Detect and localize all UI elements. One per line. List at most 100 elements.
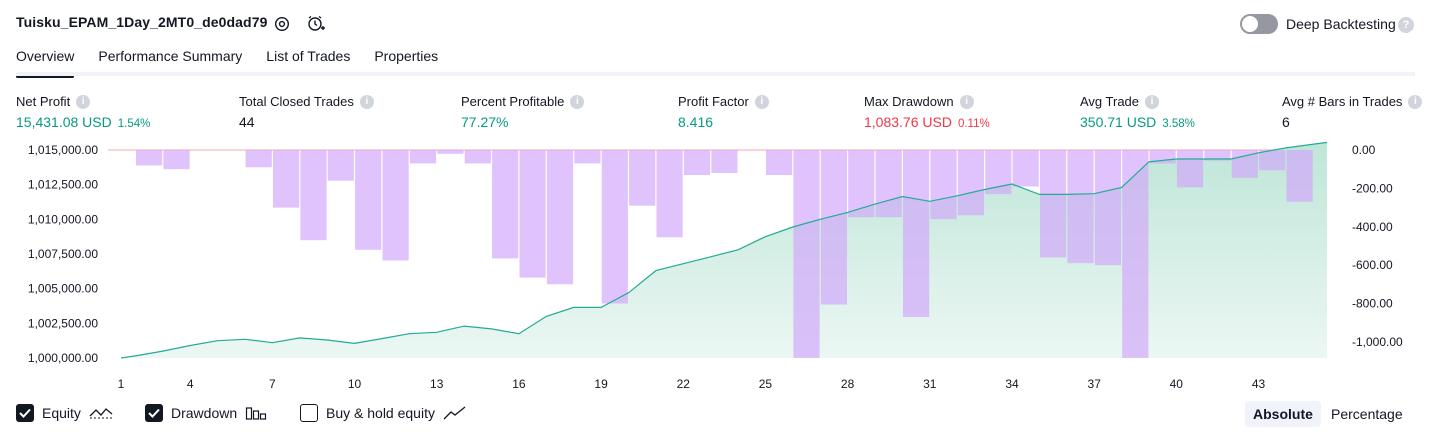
stat-value-text: 350.71 USD xyxy=(1080,114,1157,130)
drawdown-bar xyxy=(300,150,327,241)
info-icon[interactable]: i xyxy=(76,94,91,109)
stat-value-text: 8.416 xyxy=(678,114,714,130)
drawdown-bar xyxy=(519,150,546,278)
stat-label: Max Drawdown i xyxy=(864,94,990,109)
y-left-tick-label: 1,005,000.00 xyxy=(28,282,98,296)
y-right-tick-label: -400.00 xyxy=(1352,220,1393,234)
toggle-knob xyxy=(1242,16,1258,32)
stat-value: 15,431.08 USD 1.54% xyxy=(16,114,150,130)
drawdown-bar xyxy=(1286,150,1313,202)
drawdown-bar xyxy=(1259,150,1286,171)
drawdown-bar xyxy=(546,150,574,285)
info-icon[interactable]: i xyxy=(570,94,585,109)
info-icon[interactable]: i xyxy=(754,94,769,109)
info-icon[interactable]: i xyxy=(1145,94,1160,109)
stat-label-text: Total Closed Trades xyxy=(239,94,354,109)
x-tick-label: 19 xyxy=(594,377,608,391)
equity-checkbox[interactable] xyxy=(16,404,34,422)
y-right-tick-label: 0.00 xyxy=(1352,143,1376,157)
equity-drawdown-chart: 1,015,000.00 1,012,500.00 1,010,000.00 1,00… xyxy=(28,141,1403,391)
y-left-tick-label: 1,012,500.00 xyxy=(28,178,98,192)
stat-value: 1,083.76 USD 0.11% xyxy=(864,114,990,130)
stat-label: Percent Profitable i xyxy=(461,94,585,109)
tab-performance-summary[interactable]: Performance Summary xyxy=(98,48,243,64)
drawdown-bar xyxy=(1231,150,1258,178)
x-tick-label: 22 xyxy=(677,377,691,391)
stat-value: 44 xyxy=(239,114,374,130)
x-tick-label: 13 xyxy=(430,377,444,391)
stat-value-text: 44 xyxy=(239,114,255,130)
deep-backtesting-toggle[interactable] xyxy=(1240,14,1278,34)
y-left-tick-label: 1,007,500.00 xyxy=(28,247,98,261)
add-alert-icon[interactable] xyxy=(306,14,326,34)
absolute-button[interactable]: Absolute xyxy=(1245,401,1321,427)
x-tick-label: 28 xyxy=(841,377,855,391)
stat-label-text: Avg # Bars in Trades xyxy=(1282,94,1403,109)
buy-hold-checkbox[interactable] xyxy=(300,404,318,422)
stat-value-text: 6 xyxy=(1282,114,1290,130)
settings-icon[interactable] xyxy=(272,14,292,34)
drawdown-bar xyxy=(574,150,601,164)
drawdown-bar xyxy=(409,150,437,164)
stat-value-percent: 3.58% xyxy=(1162,118,1195,130)
y-right-tick-label: -1,000.00 xyxy=(1352,335,1403,349)
drawdown-bar xyxy=(601,150,628,304)
x-tick-label: 10 xyxy=(348,377,362,391)
stat-value-text: 1,083.76 USD xyxy=(864,114,952,130)
legend-drawdown[interactable]: Drawdown xyxy=(145,404,267,422)
stat-label-text: Profit Factor xyxy=(678,94,749,109)
legend-buy-hold[interactable]: Buy & hold equity xyxy=(300,404,467,422)
drawdown-bar xyxy=(382,150,409,261)
drawdown-bar xyxy=(355,150,382,250)
drawdown-bar xyxy=(957,150,984,216)
drawdown-bar xyxy=(245,150,272,168)
x-tick-label: 4 xyxy=(187,377,194,391)
x-tick-label: 25 xyxy=(759,377,773,391)
y-right-tick-label: -600.00 xyxy=(1352,258,1393,272)
buy-hold-line-icon xyxy=(443,406,466,420)
drawdown-bar xyxy=(683,150,711,175)
stat-value: 77.27% xyxy=(461,114,584,130)
x-tick-label: 43 xyxy=(1252,377,1266,391)
stat-label: Avg # Bars in Trades i xyxy=(1282,94,1423,109)
stat-profit-factor: Profit Factor i 8.416 xyxy=(678,94,769,130)
drawdown-bar xyxy=(766,150,793,175)
percentage-button[interactable]: Percentage xyxy=(1331,406,1403,422)
drawdown-bar xyxy=(1176,150,1204,188)
drawdown-bar xyxy=(492,150,519,259)
drawdown-bar xyxy=(1040,150,1067,258)
drawdown-bar xyxy=(875,150,902,218)
tab-overview[interactable]: Overview xyxy=(16,48,75,78)
y-left-tick-label: 1,015,000.00 xyxy=(28,143,98,157)
stat-label-text: Percent Profitable xyxy=(461,94,565,109)
stat-value: 350.71 USD 3.58% xyxy=(1080,114,1195,130)
deep-backtesting-help-icon[interactable]: ? xyxy=(1398,17,1414,33)
legend-buy-hold-label: Buy & hold equity xyxy=(326,405,435,421)
tab-properties[interactable]: Properties xyxy=(374,48,439,64)
drawdown-bar xyxy=(656,150,683,238)
info-icon[interactable]: i xyxy=(359,94,374,109)
tab-list-of-trades[interactable]: List of Trades xyxy=(266,48,351,64)
drawdown-bar xyxy=(1094,150,1121,266)
y-right-tick-label: -200.00 xyxy=(1352,181,1393,195)
stat-value: 6 xyxy=(1282,114,1422,130)
info-icon[interactable]: i xyxy=(959,94,974,109)
drawdown-bars-icon xyxy=(246,407,267,420)
stat-avg-bars-in-trades: Avg # Bars in Trades i 6 xyxy=(1282,94,1423,130)
stat-value-percent: 0.11% xyxy=(957,118,990,130)
x-tick-label: 34 xyxy=(1005,377,1019,391)
drawdown-bar xyxy=(273,150,300,208)
stat-value: 8.416 xyxy=(678,114,769,130)
equity-area xyxy=(108,142,1327,358)
y-left-tick-label: 1,010,000.00 xyxy=(28,212,98,226)
drawdown-checkbox[interactable] xyxy=(145,404,163,422)
info-icon[interactable]: i xyxy=(1408,94,1423,109)
legend-equity[interactable]: Equity xyxy=(16,404,113,422)
drawdown-bar xyxy=(848,150,875,218)
strategy-title: Tuisku_EPAM_1Day_2MT0_de0dad79 xyxy=(16,14,268,30)
drawdown-bar xyxy=(437,150,464,154)
tab-divider xyxy=(16,72,1415,76)
drawdown-bar xyxy=(930,150,957,220)
x-tick-label: 1 xyxy=(118,377,125,391)
drawdown-bar xyxy=(1012,150,1039,187)
